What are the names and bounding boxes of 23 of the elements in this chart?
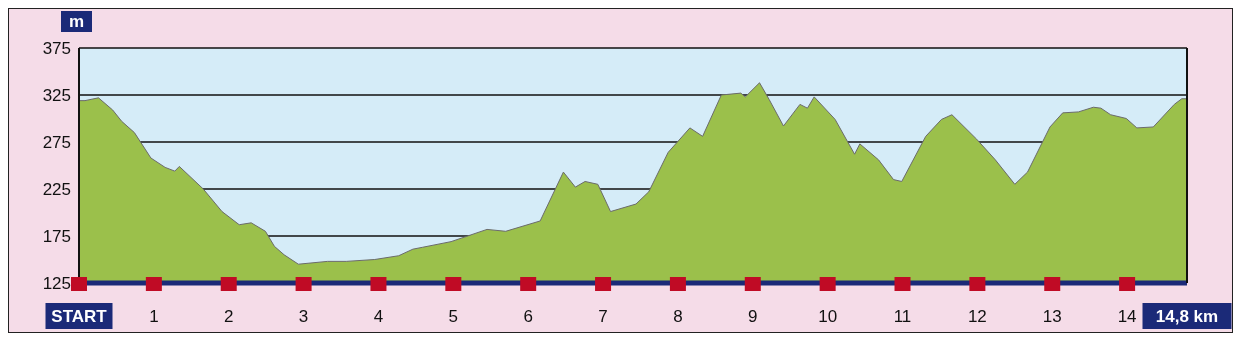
- x-tick-label: START: [51, 307, 108, 326]
- x-tick-label: 11: [893, 307, 912, 326]
- y-tick-label: 125: [42, 274, 71, 294]
- x-tick-label: 12: [967, 307, 987, 326]
- y-tick-label: 225: [42, 180, 71, 200]
- y-tick-label: 325: [42, 86, 71, 106]
- x-tick-label: 13: [1042, 307, 1062, 326]
- y-tick-label: 175: [42, 227, 71, 247]
- x-tick-label: 6: [523, 307, 533, 326]
- x-tick-label: 1: [149, 307, 159, 326]
- x-tick-label: 2: [224, 307, 234, 326]
- x-tick-label: 14: [1117, 307, 1137, 326]
- x-tick-label: 10: [818, 307, 838, 326]
- x-tick-label: 14,8 km: [1155, 307, 1219, 326]
- x-tick-label: 8: [673, 307, 683, 326]
- y-axis-title: m: [61, 11, 93, 32]
- x-tick-label: 7: [598, 307, 608, 326]
- x-tick-label: 3: [298, 307, 309, 326]
- x-tick-label: 4: [373, 307, 384, 326]
- x-tick-label: 5: [448, 307, 459, 326]
- y-tick-label: 275: [42, 133, 71, 153]
- y-tick-label: 375: [42, 39, 71, 59]
- x-tick-label: 9: [748, 307, 758, 326]
